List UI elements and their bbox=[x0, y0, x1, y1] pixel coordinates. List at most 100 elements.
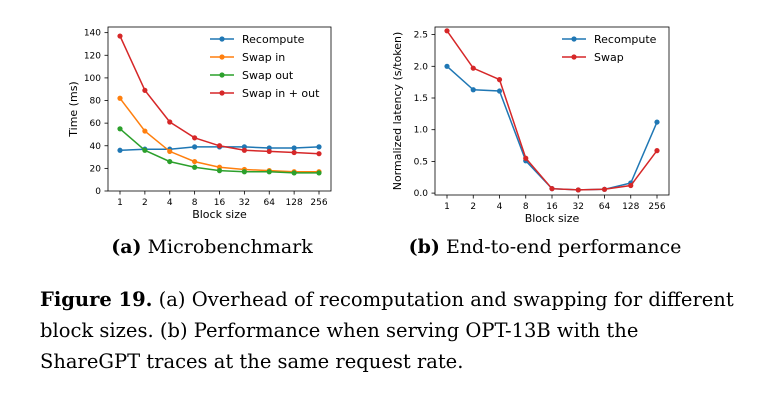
y-tick-label: 60 bbox=[90, 119, 102, 129]
y-tick-label: 1.0 bbox=[414, 126, 429, 136]
subcaption-a: (a) Microbenchmark bbox=[111, 236, 313, 258]
x-tick-label: 128 bbox=[622, 202, 639, 212]
x-tick-label: 2 bbox=[470, 202, 476, 212]
data-point bbox=[117, 33, 123, 39]
legend-swatch-marker bbox=[219, 36, 225, 42]
y-tick-label: 120 bbox=[84, 51, 101, 61]
y-tick-label: 40 bbox=[90, 142, 102, 152]
data-point bbox=[117, 147, 123, 153]
data-point bbox=[266, 169, 272, 175]
data-point bbox=[167, 158, 173, 165]
caption-label: Figure 19. bbox=[40, 288, 153, 311]
series-line bbox=[119, 97, 319, 173]
series-line bbox=[446, 65, 658, 191]
caption-text: (a) Overhead of recomputation and swappi… bbox=[40, 288, 734, 373]
data-point bbox=[241, 169, 247, 175]
data-point bbox=[523, 155, 529, 161]
data-point bbox=[216, 143, 223, 149]
subcaption-a-text: Microbenchmark bbox=[148, 236, 314, 258]
data-point bbox=[192, 144, 198, 150]
data-point bbox=[496, 77, 503, 83]
figure-caption: Figure 19. (a) Overhead of recomputation… bbox=[40, 284, 740, 377]
legend-label: Swap bbox=[594, 51, 624, 64]
subcaption-b: (b) End-to-end performance bbox=[409, 236, 682, 258]
data-point bbox=[241, 147, 247, 153]
x-tick-label: 64 bbox=[264, 198, 276, 208]
data-point bbox=[167, 119, 173, 125]
plot-frame bbox=[434, 26, 670, 196]
legend-swatch-marker bbox=[219, 90, 225, 96]
y-axis-label: Time (ms) bbox=[67, 81, 80, 137]
y-tick-label: 0.5 bbox=[414, 157, 428, 167]
chart-end-to-end: 1 2 4 8 16 32 64 128 256 0.0 0.5 1.0 1.5 2.0 2.5 Block … bbox=[391, 26, 670, 225]
x-tick-label: 1 bbox=[117, 198, 123, 208]
legend-swatch-marker bbox=[219, 72, 225, 78]
x-tick-label: 256 bbox=[310, 198, 327, 208]
data-point bbox=[216, 168, 223, 174]
y-tick-label: 100 bbox=[84, 74, 101, 84]
y-axis-label: Normalized latency (s/token) bbox=[391, 32, 404, 191]
legend-label: Swap in bbox=[242, 51, 285, 64]
y-tick-label: 0.0 bbox=[414, 189, 429, 199]
series-line bbox=[446, 30, 658, 191]
x-tick-label: 16 bbox=[214, 198, 226, 208]
legend-swatch-marker bbox=[571, 36, 577, 42]
x-tick-label: 32 bbox=[239, 198, 250, 208]
subcaption-b-label: (b) bbox=[409, 236, 440, 258]
y-tick-label: 140 bbox=[84, 29, 101, 39]
data-point bbox=[142, 147, 148, 153]
subcaption-a-label: (a) bbox=[111, 236, 141, 258]
data-point bbox=[291, 170, 297, 176]
legend-swatch-marker bbox=[219, 54, 225, 60]
x-tick-label: 2 bbox=[142, 198, 148, 208]
y-tick-label: 80 bbox=[90, 97, 102, 107]
x-tick-label: 128 bbox=[286, 198, 303, 208]
x-tick-label: 16 bbox=[546, 202, 558, 212]
x-tick-label: 1 bbox=[444, 202, 450, 212]
data-point bbox=[142, 128, 148, 134]
data-point bbox=[316, 151, 322, 157]
y-tick-label: 1.5 bbox=[414, 94, 428, 104]
x-tick-label: 4 bbox=[167, 198, 173, 208]
x-tick-label: 256 bbox=[648, 202, 665, 212]
legend-swatch-marker bbox=[571, 54, 577, 60]
y-tick-label: 0 bbox=[95, 187, 101, 197]
subcaption-b-text: End-to-end performance bbox=[446, 236, 681, 258]
data-point bbox=[496, 88, 503, 94]
data-point bbox=[117, 126, 123, 132]
data-point bbox=[117, 95, 123, 101]
legend-label: Swap out bbox=[242, 69, 294, 82]
data-point bbox=[628, 182, 634, 189]
x-tick-label: 32 bbox=[573, 202, 584, 212]
x-tick-label: 64 bbox=[599, 202, 611, 212]
y-tick-label: 2.0 bbox=[414, 62, 429, 72]
data-point bbox=[192, 158, 198, 165]
data-point bbox=[316, 170, 322, 176]
x-axis-label: Block size bbox=[525, 212, 580, 225]
y-tick-label: 20 bbox=[90, 164, 102, 174]
legend-label: Recompute bbox=[242, 33, 305, 46]
data-point bbox=[167, 148, 173, 155]
data-point bbox=[192, 164, 198, 170]
data-point bbox=[291, 149, 297, 156]
data-point bbox=[575, 187, 581, 193]
legend-label: Swap in + out bbox=[242, 87, 320, 100]
data-point bbox=[654, 148, 660, 154]
data-point bbox=[142, 87, 148, 93]
data-point bbox=[444, 28, 450, 34]
data-point bbox=[291, 145, 297, 151]
x-axis-label: Block size bbox=[192, 208, 247, 221]
x-tick-label: 8 bbox=[523, 202, 529, 212]
data-point bbox=[192, 135, 198, 141]
data-point bbox=[470, 87, 476, 93]
y-tick-label: 2.5 bbox=[414, 31, 428, 41]
data-point bbox=[654, 119, 660, 125]
data-point bbox=[316, 144, 322, 150]
chart-microbenchmark: 1 2 4 8 16 32 64 128 256 0 20 40 60 80 100 120 140 Block … bbox=[67, 26, 332, 221]
x-tick-label: 8 bbox=[192, 198, 198, 208]
data-point bbox=[549, 186, 555, 192]
data-point bbox=[470, 65, 476, 71]
x-tick-label: 4 bbox=[497, 202, 503, 212]
data-point bbox=[601, 186, 608, 192]
